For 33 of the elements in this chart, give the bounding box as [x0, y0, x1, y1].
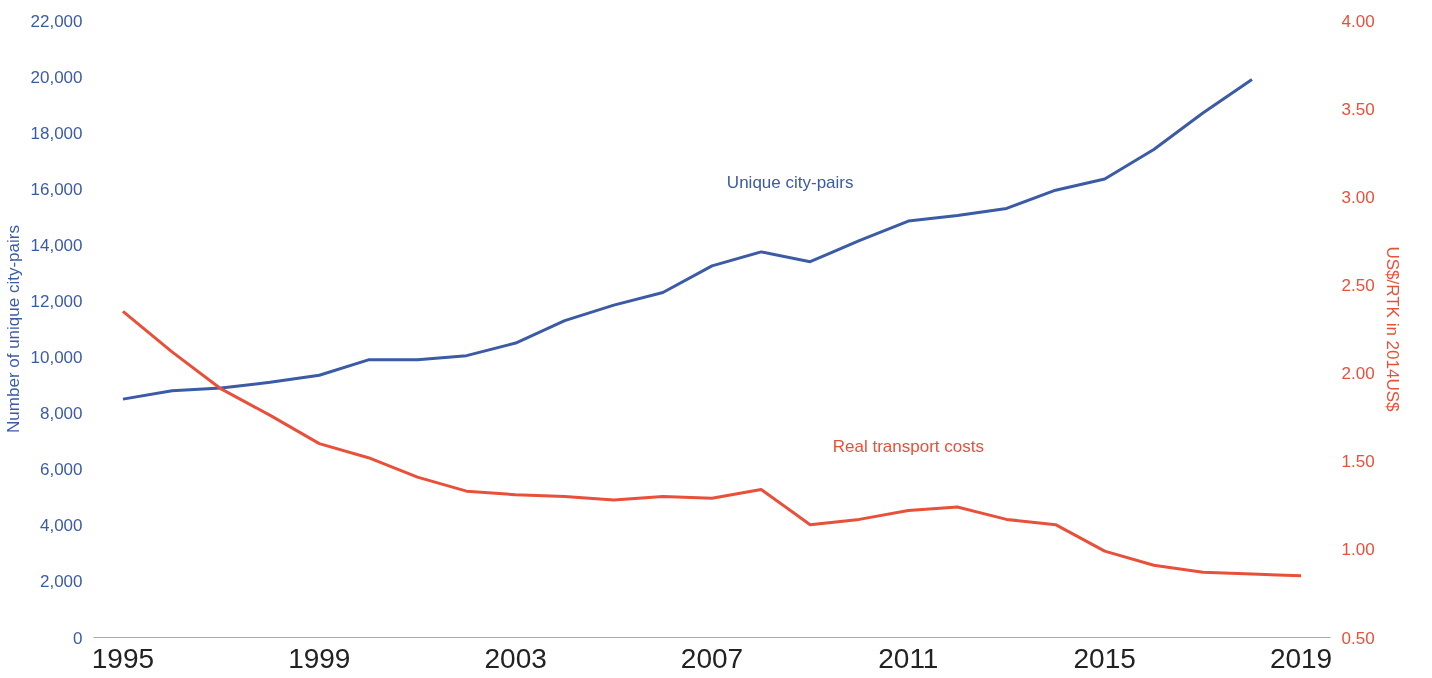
y2-tick-label: 4.00	[1341, 11, 1375, 31]
x-tick-label: 2019	[1269, 642, 1333, 674]
y2-tick-label: 3.00	[1341, 187, 1375, 207]
y-axis-title: Number of unique city-pairs	[3, 225, 23, 433]
text: Unique city-pairs	[726, 172, 854, 192]
y2-tick-label: 2.50	[1341, 275, 1375, 295]
y-tick-label: 8,000	[39, 404, 83, 424]
y2-tick-label: 0.50	[1341, 628, 1375, 648]
y2-tick-label: 1.00	[1341, 540, 1375, 560]
y2-tick-label: 3.50	[1341, 99, 1375, 119]
y-tick-label: 2,000	[39, 572, 83, 592]
y-tick-label: 6,000	[39, 460, 83, 480]
x-tick-label: 2003	[484, 642, 547, 674]
y-tick-label: 10,000	[30, 348, 83, 368]
y-tick-label: 14,000	[30, 235, 83, 255]
text: Real transport costs	[832, 436, 984, 456]
line-series	[121, 77, 1254, 401]
x-tick-label: 2007	[680, 642, 744, 674]
y-tick-label: 18,000	[30, 123, 83, 143]
x-tick-label: 2011	[878, 642, 939, 674]
x-tick-label: 2015	[1073, 642, 1136, 674]
y-tick-label: 16,000	[30, 179, 83, 199]
y-tick-label: 20,000	[30, 67, 83, 87]
y-tick-label: 22,000	[30, 11, 83, 31]
y-tick-label: 12,000	[30, 291, 83, 311]
y-tick-label: 4,000	[39, 516, 83, 536]
y2-tick-label: 2.00	[1341, 364, 1375, 384]
x-tick-label: 1995	[91, 642, 155, 674]
y2-tick-label: 1.50	[1341, 452, 1375, 472]
y-tick-label: 0	[73, 628, 83, 648]
x-tick-label: 1999	[288, 642, 351, 674]
line-series	[121, 309, 1303, 578]
y2-axis-title: US$/RTK in 2014US$	[1382, 246, 1402, 413]
